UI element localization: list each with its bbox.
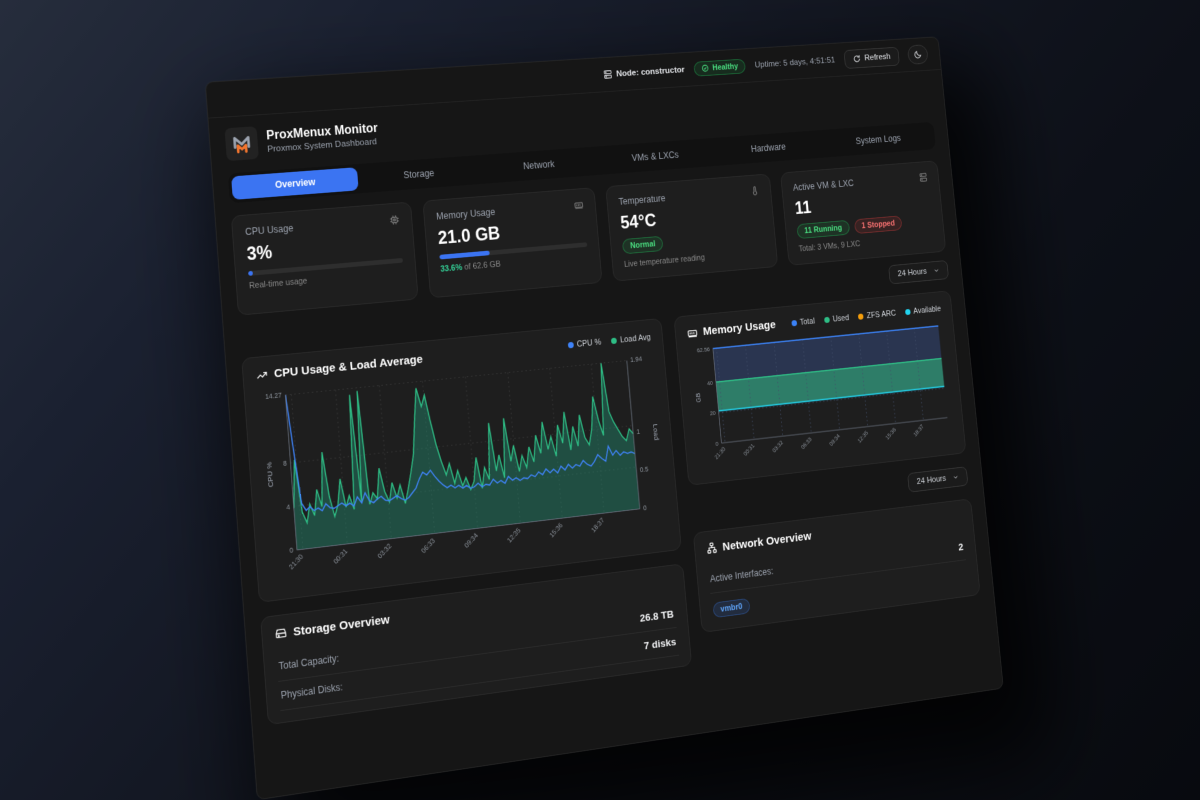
tab-system-logs[interactable]: System Logs: [855, 132, 902, 147]
theme-toggle-button[interactable]: [906, 44, 929, 65]
cpu-card-title: CPU Usage: [244, 222, 294, 238]
app-header: ProxMenux Monitor Proxmox System Dashboa…: [208, 70, 945, 170]
used-legend-dot: [823, 316, 830, 323]
svg-text:40: 40: [707, 381, 713, 387]
interface-badge: vmbr0: [712, 597, 751, 618]
tab-overview[interactable]: Overview: [231, 167, 359, 200]
svg-text:GB: GB: [695, 392, 702, 403]
svg-text:18:37: 18:37: [913, 424, 925, 438]
active-vm-lxc-card: Active VM & LXC 11 11 Running 1 Stopped …: [780, 160, 947, 266]
refresh-button[interactable]: Refresh: [843, 46, 900, 69]
cpu-progress-fill: [248, 270, 254, 276]
svg-text:15:36: 15:36: [885, 427, 897, 441]
svg-text:12:35: 12:35: [506, 527, 522, 544]
svg-text:CPU %: CPU %: [264, 461, 275, 488]
svg-text:1: 1: [636, 429, 640, 436]
tab-network[interactable]: Network: [522, 158, 555, 172]
tab-storage[interactable]: Storage: [403, 167, 435, 181]
svg-text:20: 20: [709, 411, 715, 417]
memory-usage-card: Memory Usage 21.0 GB 33.6% of 62.6 GB: [422, 187, 603, 299]
memory-card-title: Memory Usage: [435, 206, 496, 222]
cpu-icon: [389, 214, 400, 226]
tab-vms-lxcs[interactable]: VMs & LXCs: [631, 149, 680, 164]
zfs-arc-legend-dot: [857, 313, 864, 320]
moon-icon: [913, 50, 922, 60]
svg-text:00:31: 00:31: [333, 548, 350, 566]
svg-text:12:35: 12:35: [857, 430, 869, 444]
memory-icon: [573, 199, 584, 210]
vm-running-badge: 11 Running: [796, 219, 850, 240]
network-icon: [705, 541, 717, 555]
svg-text:62.56: 62.56: [696, 347, 709, 354]
temperature-card-title: Temperature: [618, 192, 666, 208]
memory-chart-icon: [686, 326, 698, 339]
tab-hardware[interactable]: Hardware: [750, 141, 787, 155]
memory-progress-fill: [439, 250, 490, 260]
memory-chart-title: Memory Usage: [702, 318, 777, 339]
temperature-status-badge: Normal: [621, 235, 664, 255]
trending-up-icon: [255, 368, 268, 382]
svg-text:0.5: 0.5: [640, 466, 649, 474]
refresh-icon: [852, 54, 861, 63]
server-stack-icon: [918, 172, 928, 183]
cpu-legend-dot: [567, 341, 574, 349]
svg-text:09:34: 09:34: [464, 532, 480, 549]
cpu-usage-card: CPU Usage 3% Real-time usage: [230, 201, 419, 316]
svg-text:4: 4: [286, 504, 290, 512]
server-icon: [603, 69, 613, 79]
cpu-load-chart: 21:30 00:31 03:32 06:33 09:34 12:35 15:36 18:37…: [264, 356, 661, 571]
node-info: Node: constructor: [603, 65, 685, 80]
svg-text:00:31: 00:31: [743, 443, 756, 457]
app-window: Node: constructor Healthy Uptime: 5 days…: [205, 36, 1004, 800]
svg-text:03:32: 03:32: [377, 543, 394, 561]
load-legend-dot: [610, 337, 617, 344]
cpu-chart-legend: CPU % Load Avg: [567, 332, 651, 349]
svg-text:06:33: 06:33: [800, 437, 813, 451]
svg-text:14.27: 14.27: [265, 393, 282, 402]
svg-text:15:36: 15:36: [549, 522, 565, 539]
network-overview-panel: Network Overview Active Interfaces: 2 vm…: [692, 498, 981, 633]
svg-text:1.94: 1.94: [630, 356, 643, 364]
svg-text:0: 0: [715, 442, 718, 448]
cpu-load-chart-panel: CPU Usage & Load Average CPU % Load Avg …: [241, 318, 682, 603]
svg-text:03:32: 03:32: [772, 440, 785, 454]
svg-text:0: 0: [289, 548, 294, 556]
svg-text:21:30: 21:30: [288, 553, 305, 571]
time-range-select-2[interactable]: 24 Hours: [907, 466, 969, 493]
available-legend-dot: [904, 308, 911, 315]
thermometer-icon: [750, 185, 760, 196]
check-circle-icon: [701, 64, 709, 73]
memory-chart-panel: Memory Usage Total Used ZFS ARC Availabl…: [673, 290, 967, 486]
storage-title: Storage Overview: [292, 612, 391, 639]
memory-chart: 21:30 00:31 03:32 06:33 09:34 12:35 15:36 18:37…: [695, 320, 955, 461]
health-badge: Healthy: [693, 58, 747, 77]
svg-text:21:30: 21:30: [714, 447, 727, 461]
hard-drive-icon: [274, 626, 287, 641]
time-range-select-1[interactable]: 24 Hours: [888, 260, 949, 285]
temperature-card: Temperature 54°C Normal Live temperature…: [605, 173, 779, 282]
svg-text:18:37: 18:37: [590, 517, 606, 534]
vm-card-title: Active VM & LXC: [792, 177, 855, 193]
node-label: Node: constructor: [615, 65, 686, 79]
svg-text:0: 0: [643, 505, 647, 512]
uptime-text: Uptime: 5 days, 4:51:51: [754, 55, 836, 70]
svg-text:Load: Load: [651, 423, 661, 440]
chevron-down-icon: [933, 267, 940, 275]
chevron-down-icon-2: [952, 473, 959, 481]
vm-stopped-badge: 1 Stopped: [853, 215, 903, 235]
svg-text:8: 8: [283, 460, 287, 468]
total-legend-dot: [790, 319, 797, 327]
network-title: Network Overview: [721, 529, 812, 554]
proxmenux-logo: [224, 126, 259, 162]
svg-text:06:33: 06:33: [420, 537, 436, 555]
svg-text:09:34: 09:34: [829, 433, 842, 448]
